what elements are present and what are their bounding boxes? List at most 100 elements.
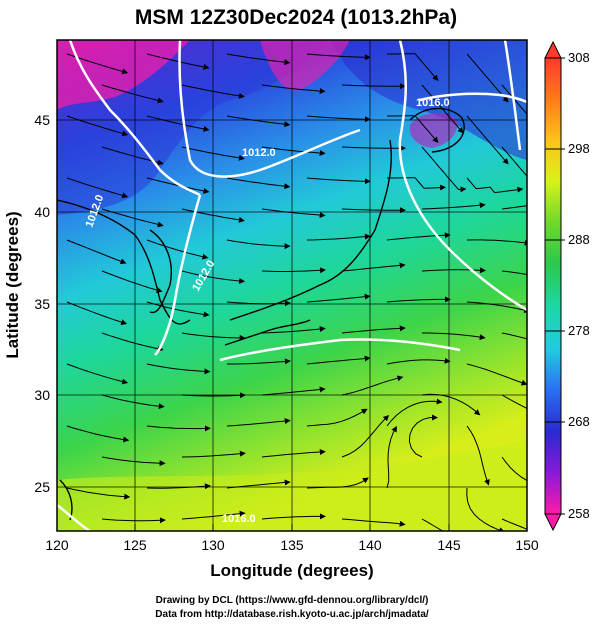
streamline — [66, 239, 127, 265]
streamline — [306, 53, 371, 61]
streamline — [501, 270, 527, 276]
streamline — [386, 425, 397, 489]
isobar-line — [398, 40, 527, 312]
streamline — [421, 393, 481, 416]
drawing-credit: Drawing by DCL (https://www.gfd-dennou.o… — [156, 595, 429, 606]
streamline — [341, 375, 404, 396]
streamline — [146, 177, 210, 194]
colorbar-tick-label: 288 — [568, 232, 590, 247]
isobar-label: 1016.0 — [222, 513, 256, 525]
streamline — [341, 83, 406, 90]
y-tick-label: 40 — [34, 204, 50, 220]
isobars — [57, 40, 527, 531]
colorbar-gradient — [544, 57, 562, 515]
streamline — [261, 326, 326, 334]
streamline — [146, 425, 211, 432]
streamline — [501, 394, 527, 409]
streamline — [306, 293, 371, 303]
streamline — [387, 115, 439, 143]
streamline — [101, 456, 166, 467]
streamline — [501, 332, 527, 340]
streamline — [421, 267, 486, 274]
streamline — [66, 177, 129, 199]
streamline — [101, 84, 164, 104]
streamline — [341, 415, 390, 458]
isobar-line — [68, 40, 201, 197]
streamline — [387, 53, 439, 81]
streamline — [408, 414, 438, 458]
isobar-line — [154, 194, 202, 356]
streamline — [226, 300, 291, 307]
streamline — [421, 84, 464, 134]
streamline — [261, 146, 326, 157]
isobar-line — [503, 40, 522, 151]
streamline — [101, 517, 166, 524]
streamline — [146, 483, 211, 490]
streamline — [501, 146, 527, 177]
streamline — [306, 177, 371, 185]
streamline — [421, 146, 467, 193]
streamline — [226, 53, 291, 66]
streamline — [306, 477, 369, 489]
streamline — [261, 448, 326, 458]
streamline — [466, 239, 527, 246]
streamline — [501, 84, 527, 115]
isobar-line — [419, 92, 527, 104]
streamline — [466, 115, 509, 165]
y-tick-label: 30 — [34, 387, 50, 403]
streamline — [146, 363, 211, 375]
colorbar-tick-label: 298 — [568, 141, 590, 156]
streamline — [466, 177, 524, 194]
colorbar — [544, 40, 565, 532]
data-credit: Data from http://database.rish.kyoto-u.a… — [155, 609, 429, 620]
x-tick-label: 135 — [280, 537, 304, 553]
map-panel: 1016.0 1012.0 1012.0 1012.0 1016.0 — [57, 40, 527, 531]
isobar-line — [219, 338, 461, 362]
streamline — [226, 479, 291, 489]
x-tick-label: 150 — [515, 537, 539, 553]
colorbar-bottom-triangle — [544, 513, 562, 532]
streamline — [261, 267, 326, 274]
colorbar-tick-label: 258 — [568, 506, 590, 521]
streamline — [181, 270, 246, 284]
streamline — [421, 202, 486, 210]
colorbar-tick-label: 278 — [568, 323, 590, 338]
streamline — [341, 207, 406, 214]
streamline — [422, 332, 486, 341]
streamline — [181, 146, 245, 161]
streamline — [261, 386, 326, 396]
x-tick-label: 140 — [358, 537, 382, 553]
streamline — [101, 332, 164, 352]
streamline — [66, 363, 129, 385]
streamline — [181, 208, 245, 223]
streamline — [261, 84, 326, 95]
x-tick-label: 120 — [45, 537, 69, 553]
streamline — [501, 518, 527, 530]
streamline — [66, 487, 131, 500]
streamline — [341, 325, 406, 334]
streamline — [66, 301, 128, 325]
y-axis-title: Latitude (degrees) — [3, 211, 22, 358]
streamline — [386, 296, 451, 303]
streamline — [386, 232, 451, 241]
streamline — [226, 239, 291, 250]
streamline — [387, 177, 447, 191]
y-tick-label: 35 — [34, 296, 50, 312]
cold-pocket-hokkaido — [409, 113, 458, 148]
streamline — [306, 355, 371, 365]
streamline — [181, 392, 246, 399]
x-axis-title: Longitude (degrees) — [210, 561, 373, 580]
streamline — [181, 450, 246, 458]
streamline — [146, 115, 210, 132]
streamline — [341, 262, 406, 272]
isobar-line — [57, 504, 91, 531]
streamline — [226, 115, 291, 128]
colorbar-top-triangle — [544, 40, 562, 59]
streamline — [101, 208, 164, 228]
y-tick-label: 45 — [34, 112, 50, 128]
cold-air-northeast — [330, 40, 527, 160]
cold-pocket-sakhalin — [260, 40, 350, 91]
streamline — [341, 518, 406, 527]
colorbar-tick-label: 308 — [568, 50, 590, 65]
x-axis-ticks — [56, 524, 528, 531]
